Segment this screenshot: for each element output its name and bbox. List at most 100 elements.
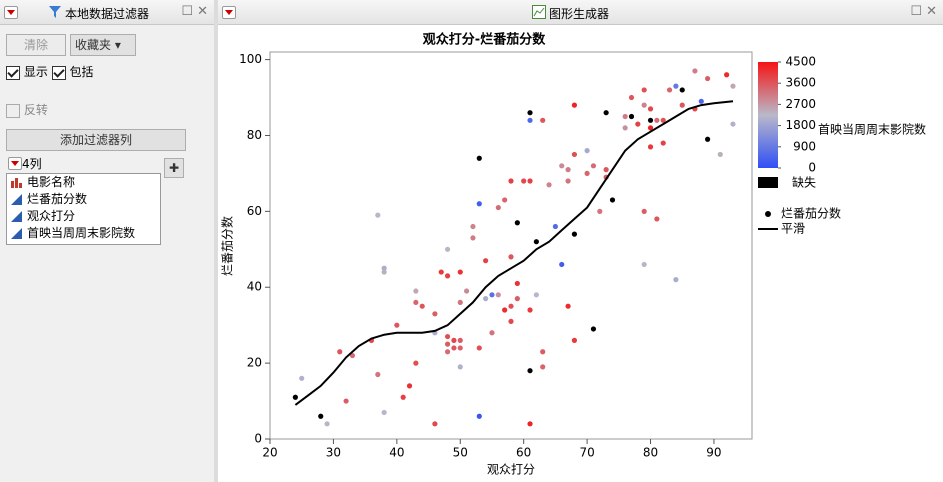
point — [318, 413, 324, 419]
checkbox[interactable] — [51, 65, 66, 80]
clear-button[interactable]: 清除 — [6, 34, 66, 56]
x-tick-label: 80 — [643, 446, 658, 460]
chart-title: 观众打分-烂番茄分数 — [423, 32, 546, 48]
window-buttons[interactable]: ☐ ✕ — [181, 4, 208, 19]
colorbar-tick-label: 900 — [793, 139, 816, 153]
checkbox[interactable] — [6, 103, 20, 118]
point — [654, 117, 660, 123]
point — [444, 349, 451, 355]
point — [444, 273, 451, 279]
point — [489, 330, 495, 336]
point — [692, 68, 698, 74]
point — [730, 83, 736, 89]
favorites-label: 收藏夹 — [75, 38, 112, 52]
splitter[interactable] — [214, 0, 218, 482]
point — [540, 349, 546, 355]
point — [552, 223, 558, 230]
point — [451, 345, 457, 351]
favorites-button[interactable]: 收藏夹 ▾ — [70, 34, 136, 56]
point — [495, 292, 501, 298]
column-name: 电影名称 — [27, 175, 76, 189]
menu-button[interactable] — [4, 6, 18, 19]
point — [457, 299, 463, 306]
x-tick-label: 90 — [706, 446, 721, 460]
point — [457, 269, 463, 275]
point — [438, 269, 444, 275]
colorbar-tick-label: 2700 — [785, 97, 816, 111]
x-tick-label: 50 — [453, 446, 468, 460]
point — [654, 216, 660, 222]
point — [432, 311, 438, 317]
point — [508, 178, 514, 184]
point — [514, 220, 520, 226]
point — [444, 341, 451, 347]
point — [502, 197, 508, 203]
menu-button[interactable] — [222, 6, 236, 19]
point — [673, 277, 679, 283]
point — [432, 421, 438, 427]
point — [413, 288, 419, 294]
column-item[interactable]: 观众打分 — [7, 208, 160, 225]
point — [647, 144, 654, 150]
point — [375, 371, 381, 378]
continuous-icon — [11, 194, 22, 205]
graph-icon — [532, 5, 546, 19]
point — [514, 296, 520, 302]
add-column-button[interactable]: ✚ — [164, 158, 184, 178]
column-item[interactable]: 烂番茄分数 — [7, 191, 160, 208]
point — [673, 83, 679, 89]
missing-swatch — [758, 177, 778, 188]
point — [381, 265, 387, 271]
point — [540, 364, 546, 370]
filter-icon — [49, 6, 61, 18]
point — [508, 318, 514, 324]
column-item[interactable]: 首映当周周末影院数 — [7, 225, 160, 242]
show-label: 显示 — [23, 65, 48, 79]
add-filter-button[interactable]: 添加过滤器列 — [6, 129, 186, 151]
point — [514, 280, 520, 287]
point — [660, 140, 666, 146]
point — [540, 117, 546, 123]
legend-dot — [765, 211, 771, 217]
continuous-icon — [11, 211, 22, 222]
y-tick-label: 40 — [247, 280, 262, 294]
point — [635, 121, 641, 127]
panel-title: 本地数据过滤器 — [65, 7, 150, 21]
point — [457, 337, 463, 343]
point — [527, 110, 533, 116]
point — [470, 235, 476, 241]
point — [641, 208, 647, 214]
point — [705, 136, 711, 142]
point — [641, 261, 647, 268]
menu-button[interactable] — [8, 157, 22, 170]
columns-count: 4列 — [22, 157, 42, 171]
point — [559, 261, 565, 268]
point — [584, 170, 590, 177]
point — [597, 208, 603, 214]
checkbox[interactable] — [6, 65, 20, 80]
point — [489, 292, 495, 298]
invert-row: 反转 — [6, 101, 48, 118]
point — [705, 75, 711, 82]
y-tick-label: 20 — [247, 356, 262, 370]
point — [508, 254, 514, 260]
colorbar-tick-label: 3600 — [785, 76, 816, 90]
point — [679, 102, 685, 108]
y-tick-label: 80 — [247, 128, 262, 142]
panel-header: 图形生成器 ☐ ✕ — [218, 0, 943, 25]
point — [343, 398, 349, 404]
column-item[interactable]: 电影名称 — [7, 174, 160, 191]
point — [508, 303, 514, 309]
column-name: 观众打分 — [27, 209, 76, 223]
point — [603, 167, 609, 173]
point — [666, 87, 673, 93]
point — [381, 269, 387, 275]
point — [527, 368, 533, 374]
x-tick-label: 60 — [516, 446, 531, 460]
x-axis-label: 观众打分 — [487, 463, 535, 477]
column-list: 电影名称 烂番茄分数 观众打分 首映当周周末影院数 — [6, 173, 161, 245]
column-name: 烂番茄分数 — [27, 192, 88, 206]
window-buttons[interactable]: ☐ ✕ — [910, 4, 937, 19]
point — [546, 182, 552, 188]
point — [349, 352, 356, 359]
